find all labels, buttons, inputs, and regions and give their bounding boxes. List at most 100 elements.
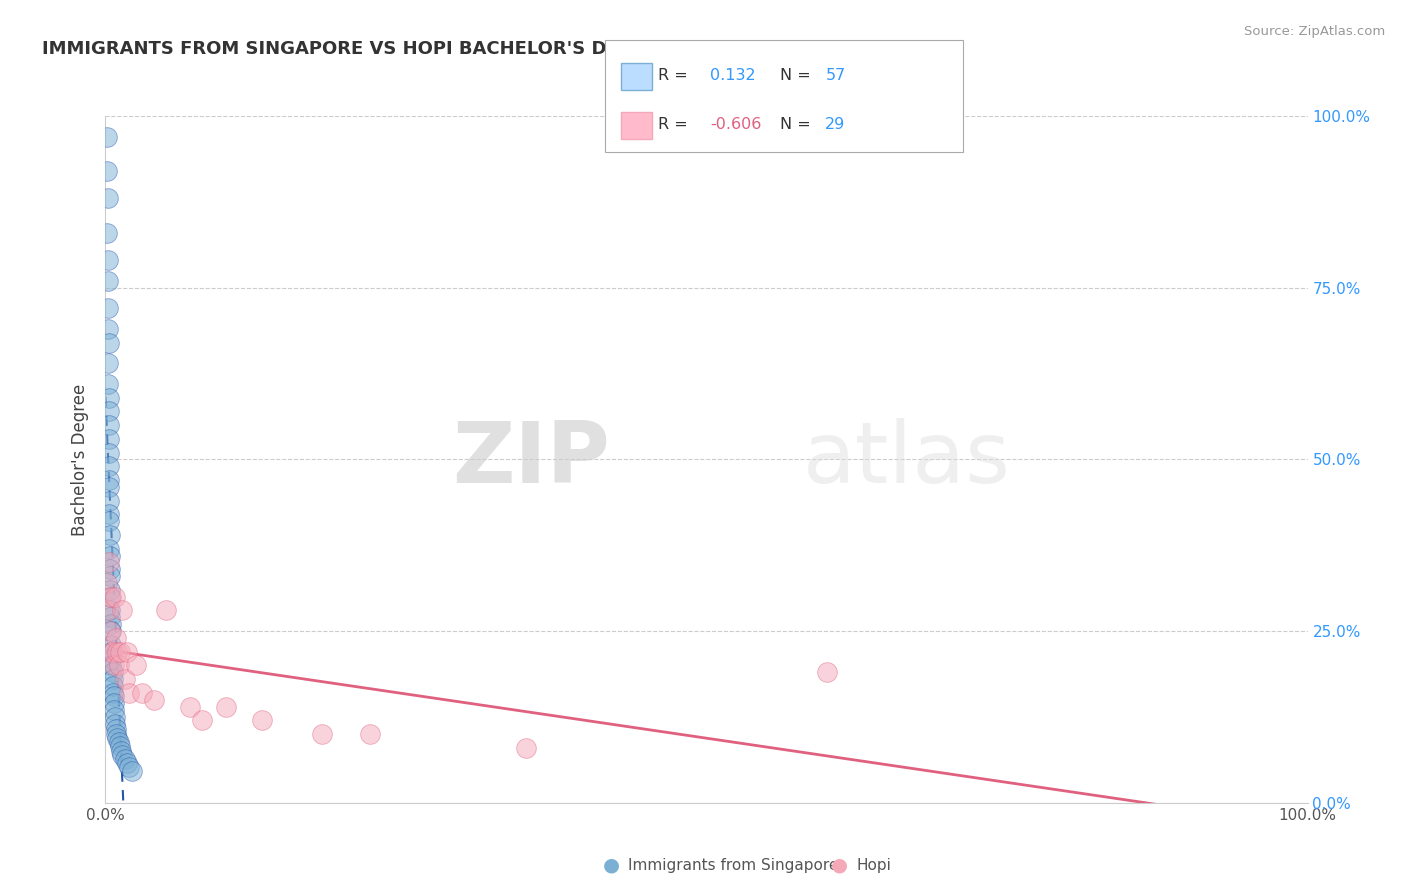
Point [311,727,333,741]
Point [98,582,121,597]
Point [155,603,177,617]
Point [114,752,136,766]
Point [96,576,118,591]
Point [101,665,124,680]
Point [114,672,136,686]
Point [98,445,121,459]
Point [97,322,120,336]
Point [103,658,125,673]
Point [108,645,131,659]
Point [100,658,122,673]
Text: N =: N = [780,117,817,132]
Point [98,555,121,570]
Point [103,696,125,710]
Point [98,335,121,350]
Point [97,301,120,316]
Point [98,404,121,418]
Point [107,731,129,745]
Point [131,686,153,700]
Point [111,603,134,617]
Point [100,590,122,604]
Point [104,716,127,731]
Point [118,686,141,700]
Point [98,432,121,446]
Point [98,549,121,563]
Point [98,569,121,583]
Point [98,514,121,528]
Text: R =: R = [658,117,693,132]
Point [97,274,120,288]
Point [103,690,125,704]
Point [98,562,121,576]
Point [115,645,138,659]
Text: R =: R = [658,68,693,83]
Point [104,590,127,604]
Point [142,692,165,706]
Point [104,710,127,724]
Point [250,714,273,728]
Point [98,528,121,542]
Point [101,672,124,686]
Point [179,699,201,714]
Text: Immigrants from Singapore: Immigrants from Singapore [628,858,839,872]
Point [110,743,132,757]
Y-axis label: Bachelor's Degree: Bachelor's Degree [72,384,90,535]
Point [101,686,124,700]
Point [98,493,121,508]
Point [815,665,838,680]
Point [98,541,121,556]
Point [96,129,118,144]
Text: -0.606: -0.606 [710,117,762,132]
Point [124,658,146,673]
Point [101,645,124,659]
Text: N =: N = [780,68,817,83]
Point [214,699,236,714]
Point [515,740,537,755]
Point [121,764,143,779]
Point [105,727,128,741]
Point [96,226,118,240]
Text: ●: ● [831,855,848,875]
Point [101,679,124,693]
Point [105,722,128,736]
Point [97,356,120,370]
Point [98,610,121,624]
Point [100,638,122,652]
Point [98,459,121,474]
Point [105,631,128,645]
Text: 57: 57 [825,68,845,83]
Text: ●: ● [603,855,620,875]
Point [98,417,121,433]
Point [97,191,120,205]
Text: Source: ZipAtlas.com: Source: ZipAtlas.com [1244,25,1385,37]
Point [98,590,121,604]
Point [98,391,121,405]
Point [107,658,129,673]
Point [108,739,131,754]
Point [107,645,129,659]
Text: IMMIGRANTS FROM SINGAPORE VS HOPI BACHELOR'S DEGREE CORRELATION CHART: IMMIGRANTS FROM SINGAPORE VS HOPI BACHEL… [42,40,893,58]
Point [98,508,121,522]
Point [118,760,141,774]
Point [100,651,122,665]
Text: ZIP: ZIP [453,417,610,501]
Point [107,735,129,749]
Point [115,756,138,770]
Text: atlas: atlas [803,417,1011,501]
Point [96,164,118,178]
Text: 0.132: 0.132 [710,68,755,83]
Point [100,617,122,632]
Text: 29: 29 [825,117,845,132]
Point [97,253,120,268]
Point [98,624,121,639]
Point [97,603,120,617]
Point [98,473,121,487]
Point [100,624,122,639]
Point [100,645,122,659]
Point [97,376,120,391]
Point [98,603,121,617]
Text: Hopi: Hopi [856,858,891,872]
Point [100,645,122,659]
Point [103,703,125,717]
Point [98,480,121,494]
